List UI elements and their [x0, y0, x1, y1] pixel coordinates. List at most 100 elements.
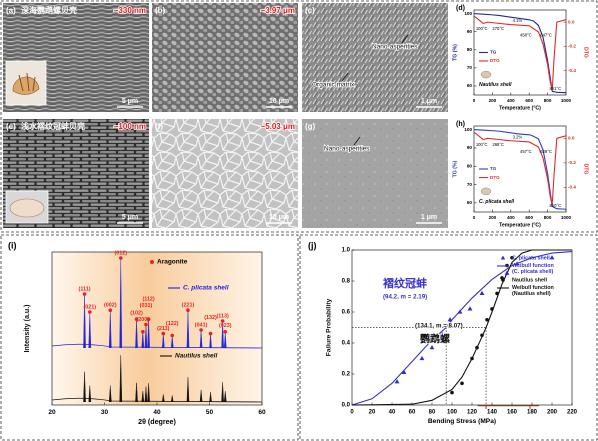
legend-label: C. plicata shell: [183, 285, 229, 292]
aragonite-marker: [141, 330, 145, 334]
x-tick-label: 400: [507, 215, 515, 220]
annotation: 4.1%: [513, 18, 523, 23]
y-tick-label: 1.0: [342, 248, 351, 254]
series-line: [473, 131, 567, 205]
triangle-marker: [479, 290, 485, 295]
peak: [119, 355, 123, 403]
peak-label: (112): [142, 297, 154, 303]
annotation: 628°C: [540, 149, 552, 154]
peak-label: (211): [157, 326, 169, 332]
y2-tick-label: -0.4: [568, 185, 576, 190]
y-tick-label: 70: [467, 182, 473, 187]
annotation: 458°C: [520, 33, 532, 38]
panel-title: 深海鹦鹉螺贝壳: [21, 5, 77, 15]
legend-label: Nautilus shell: [512, 277, 548, 283]
legend-label: Weibull function (Nautilus shell): [512, 285, 554, 297]
panel-label: (b): [155, 6, 166, 15]
annotation-arrow: [401, 34, 409, 44]
legend-swatch: [500, 255, 506, 260]
annotation: 100°C: [476, 26, 488, 31]
y-tick-label: 100: [464, 11, 472, 16]
y-tick-label: 80: [467, 47, 473, 52]
peak: [83, 371, 86, 403]
y2-tick-label: 0.0: [568, 136, 575, 141]
aragonite-marker: [146, 317, 151, 322]
y2-tick-label: 0.0: [568, 19, 575, 24]
peak: [162, 394, 165, 403]
shell-icon: [12, 76, 40, 95]
aragonite-marker: [134, 317, 139, 322]
dashed-border: [0, 0, 598, 233]
y-tick-label: 90: [467, 145, 473, 150]
legend-label: TG: [490, 166, 497, 171]
circle-marker: [510, 255, 514, 260]
peak: [141, 390, 145, 403]
x-tick-label: 220: [567, 409, 578, 415]
legend-label: Nautilus shell: [175, 353, 217, 360]
peak-label: (023): [219, 323, 232, 329]
x-tick-label: 60: [409, 409, 416, 415]
triangle-marker: [401, 369, 407, 375]
annotation: 3.2%: [513, 134, 523, 139]
triangle-marker: [549, 255, 555, 260]
x-axis-label: 2θ (degree): [138, 418, 176, 426]
annotation: 850°C: [549, 203, 561, 208]
x-tick-label: 180: [527, 409, 538, 415]
scale-label: 1 μm: [421, 98, 437, 105]
x-tick-label: 200: [489, 98, 497, 103]
y-tick-label: 0.0: [342, 403, 351, 409]
x-axis-label: Bending Stress (MPa): [428, 418, 496, 425]
shell-stripes: [18, 72, 36, 92]
annotation-arrow: [341, 72, 349, 82]
x-axis-label: Temperature (°C): [499, 223, 541, 229]
panel-label: (j): [308, 240, 317, 250]
scale-label: 10 μm: [269, 98, 289, 105]
aragonite-marker: [108, 308, 113, 313]
annotation: 647°C: [540, 33, 552, 38]
aragonite-marker: [208, 331, 213, 336]
y-tick-label: 0.2: [342, 372, 351, 378]
triangle-marker: [504, 270, 510, 275]
feature-size: ~3.97 μm: [261, 6, 295, 15]
peak-label: (132): [204, 315, 217, 321]
panel-label: (a): [6, 6, 16, 15]
x-tick-label: 1000: [561, 98, 572, 103]
x-tick-label: 20: [48, 409, 56, 416]
peak: [199, 389, 203, 403]
circle-marker: [470, 356, 474, 361]
shell-icon: [9, 198, 45, 218]
triangle-marker: [514, 261, 520, 266]
annotation: 851°C: [549, 86, 561, 91]
scale-label: 5 μm: [122, 214, 138, 221]
y2-tick-label: -0.2: [568, 44, 576, 49]
circle-marker: [485, 317, 489, 322]
legend-label: C. plicata shell: [512, 255, 550, 261]
y2-tick-label: -0.4: [568, 68, 576, 73]
peak-label: (113): [216, 313, 228, 319]
aragonite-marker: [223, 330, 228, 334]
y2-axis-label: DTG: [582, 164, 588, 175]
y-tick-label: 100: [464, 127, 472, 132]
annotation: (134.1, m = 8.07): [415, 323, 463, 330]
x-axis-label: Temperature (°C): [499, 106, 541, 112]
y-axis-label: TG (%): [453, 160, 459, 177]
annotation: Organic matrix: [312, 82, 355, 89]
x-tick-label: 40: [153, 409, 161, 416]
y-axis-label: Failure Probability: [325, 298, 332, 356]
peak: [186, 377, 190, 403]
y-axis-label: Intensity (a.u.): [23, 304, 31, 353]
aragonite-marker: [161, 331, 166, 336]
panel-title: 浅水褶纹冠蚌贝壳: [21, 121, 85, 131]
y-tick-label: 60: [467, 200, 473, 205]
annotation: Nano-asperities: [372, 44, 418, 51]
x-tick-label: 200: [489, 215, 497, 220]
peak-label: (221): [182, 303, 195, 309]
annotation: Nano-asperities: [324, 146, 370, 153]
panel-label: (i): [8, 240, 17, 250]
x-tick-label: 800: [544, 215, 552, 220]
peak: [144, 386, 148, 403]
x-tick-label: 200: [547, 409, 558, 415]
x-tick-label: 60: [258, 409, 266, 416]
y-tick-label: 0.6: [342, 310, 351, 316]
